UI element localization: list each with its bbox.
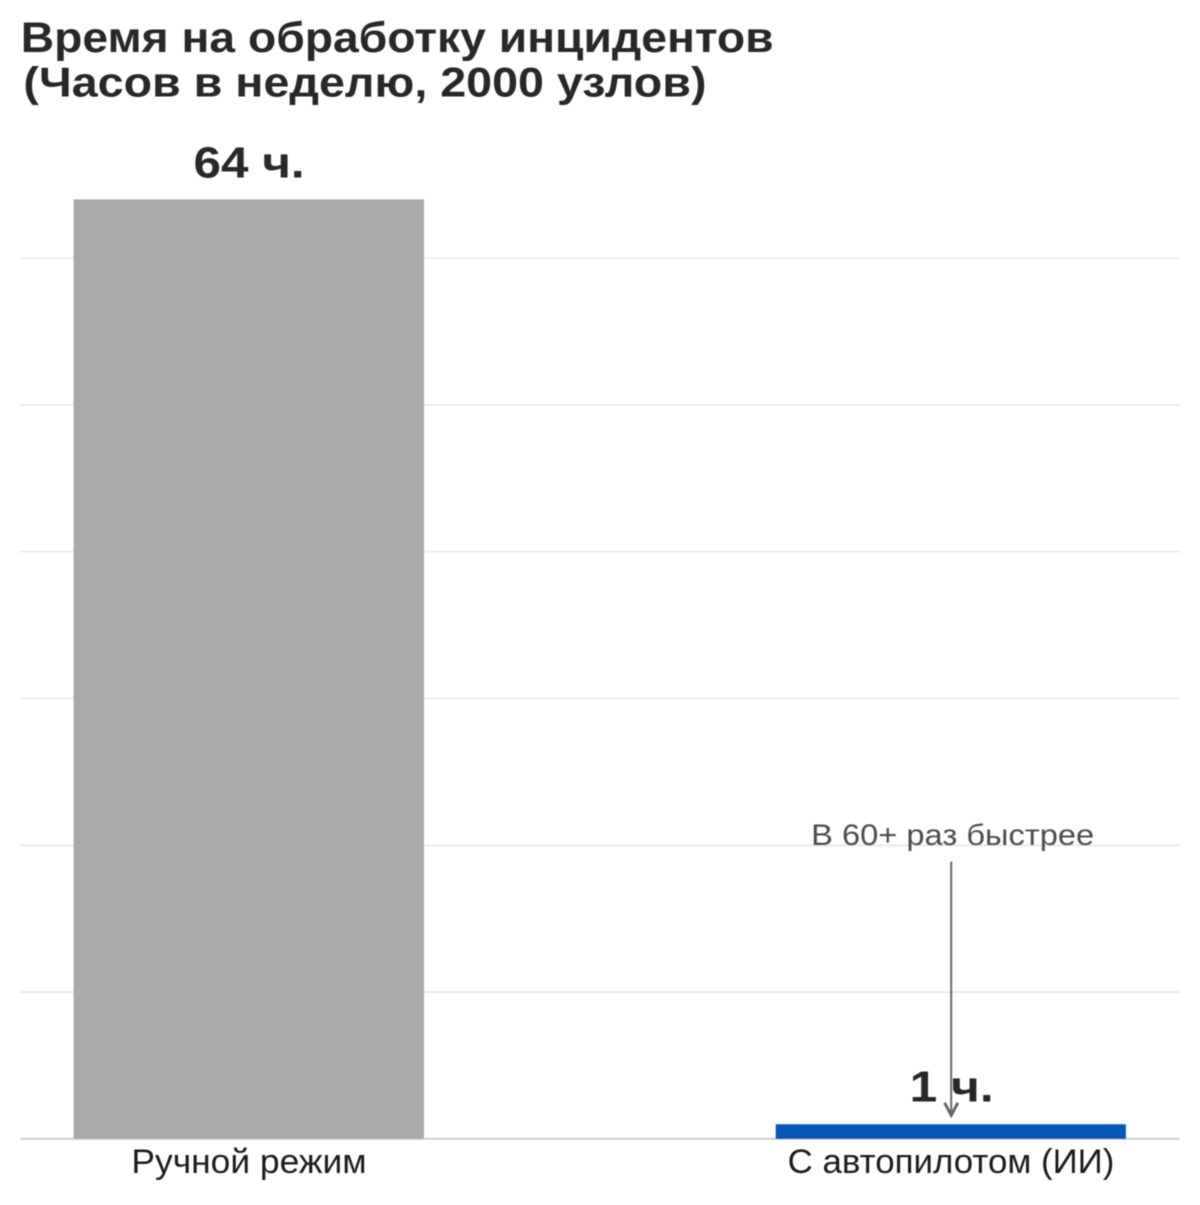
svg-text:Время на обработку инцидентов: Время на обработку инцидентов <box>21 15 774 62</box>
svg-text:64 ч.: 64 ч. <box>194 140 305 188</box>
svg-text:С автопилотом (ИИ): С автопилотом (ИИ) <box>788 1143 1115 1181</box>
svg-text:В 60+ раз быстрее: В 60+ раз быстрее <box>811 819 1094 852</box>
svg-text:(Часов в неделю, 2000 узлов): (Часов в неделю, 2000 узлов) <box>23 58 706 105</box>
svg-text:Ручной режим: Ручной режим <box>131 1143 366 1181</box>
